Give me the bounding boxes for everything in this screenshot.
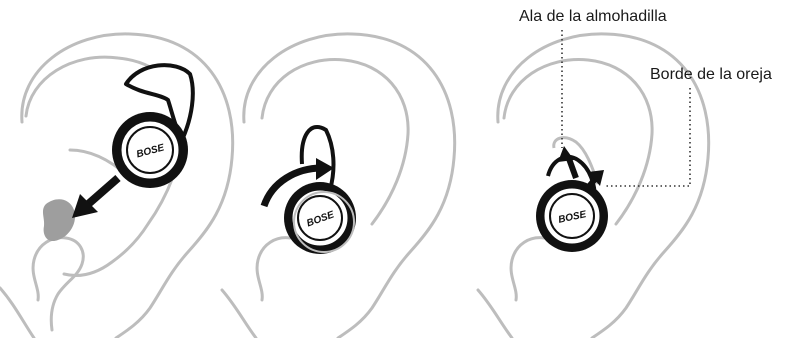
earbud-2: BOSE [284,125,356,254]
ear-canal-1 [42,199,76,242]
label-ear-edge: Borde de la oreja [650,66,772,83]
ear-outline-1 [0,32,235,340]
earbud-1: BOSE [112,63,195,188]
earbud-3: BOSE [536,136,608,252]
leader-lines [561,30,691,187]
panel-2-rotate-earbud: BOSE [220,32,457,340]
ear-outline-2 [220,32,457,340]
panel-1-insert-earbud: BOSE [0,32,235,340]
leader-edge [604,88,691,187]
label-ear-tip-wing: Ala de la almohadilla [519,8,667,25]
rotate-arrow [260,158,334,208]
panel-3-tuck-wing: BOSE [476,30,711,340]
ear-outline-3 [476,32,711,340]
tuck-arrows [558,146,604,192]
insert-arrow [72,174,121,218]
